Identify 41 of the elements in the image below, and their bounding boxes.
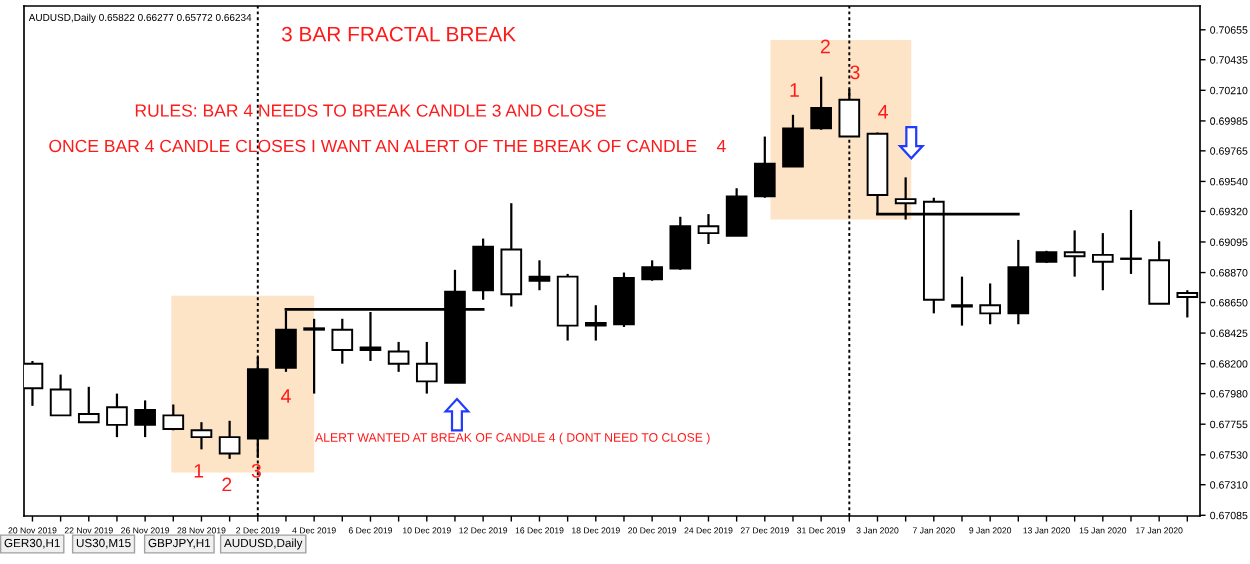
candlestick <box>810 75 832 131</box>
candlestick <box>641 259 663 282</box>
candlestick <box>303 317 325 395</box>
candlestick <box>49 373 72 417</box>
candlestick <box>1063 229 1086 278</box>
annotation: 4 <box>878 105 888 119</box>
candlestick <box>106 392 128 439</box>
annotation: RULES: BAR 4 NEEDS TO BREAK CANDLE 3 AND CLOSE <box>135 104 606 117</box>
candlestick <box>77 385 100 424</box>
candlestick <box>218 419 241 460</box>
candlestick <box>753 135 776 199</box>
candlestick <box>387 340 410 373</box>
candlestick <box>190 421 213 451</box>
text: 3 BAR FRACTAL BREAK <box>281 26 516 42</box>
candlestick <box>979 282 1001 326</box>
candlestick <box>528 259 551 292</box>
annotation: 3 <box>850 65 860 80</box>
annotation: 2 <box>222 477 232 492</box>
candlestick <box>613 271 635 329</box>
annotation: 4 <box>281 389 291 403</box>
annotation: 1 <box>790 83 799 97</box>
candlestick <box>725 187 748 237</box>
annotation: ONCE BAR 4 CANDLE CLOSES I WANT AN ALERT OF THE BREAK OF CANDLE 4 <box>49 139 726 153</box>
annotation: 2 <box>820 39 830 54</box>
candlestick <box>669 215 692 271</box>
candlestick <box>1091 232 1114 292</box>
candlestick <box>1007 238 1030 326</box>
candlestick <box>472 237 494 301</box>
candlestick <box>697 212 720 246</box>
candlestick <box>951 275 973 327</box>
annotation: 3 <box>251 463 261 478</box>
candlestick <box>1120 208 1142 276</box>
annotation: 1 <box>194 464 204 478</box>
candlestick <box>162 403 185 432</box>
candlestick <box>1148 240 1170 305</box>
candlestick <box>782 113 804 168</box>
candlestick <box>584 304 607 342</box>
candlestick <box>134 399 156 439</box>
candlestick <box>500 202 523 308</box>
candlestick <box>331 317 354 365</box>
candlestick <box>415 340 438 395</box>
